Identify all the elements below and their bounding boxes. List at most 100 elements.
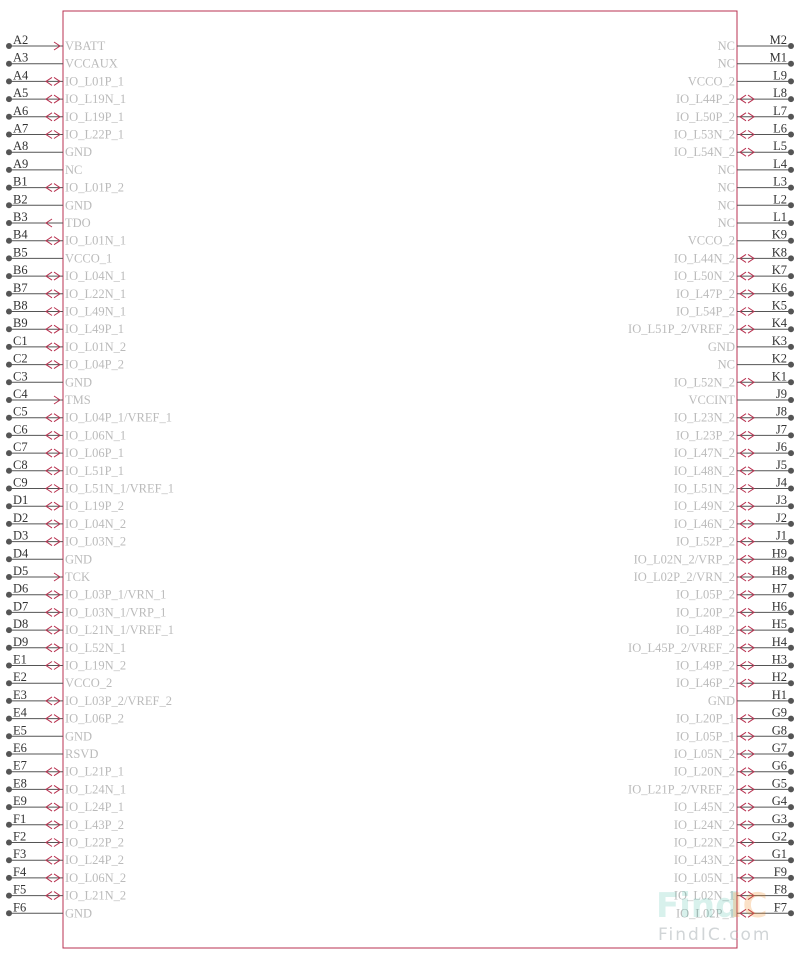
pin-name: IO_L04P_2: [65, 358, 124, 372]
pin-number: D5: [13, 564, 28, 578]
pin-J8: J8 IO_L23N_2: [674, 405, 794, 425]
pin-endpoint-dot: [788, 450, 794, 457]
pin-number: J3: [776, 493, 787, 507]
pin-E6: E6 RSVD: [6, 741, 98, 761]
pin-endpoint-dot: [6, 467, 12, 474]
pin-name: IO_L23P_2: [676, 428, 735, 442]
pin-A3: A3 VCCAUX: [6, 51, 118, 71]
pin-D9: D9 IO_L52N_1: [6, 635, 126, 655]
pin-name: IO_L20N_2: [674, 765, 735, 779]
pin-endpoint-dot: [788, 273, 794, 280]
pin-name: IO_L23N_2: [674, 411, 735, 425]
pin-name: IO_L01P_1: [65, 74, 124, 88]
pin-endpoint-dot: [788, 697, 794, 704]
pin-G3: G3 IO_L24N_2: [674, 812, 794, 832]
pin-endpoint-dot: [6, 697, 12, 704]
pin-name: GND: [65, 552, 92, 566]
pin-endpoint-dot: [6, 538, 12, 545]
pin-name: IO_L02N_1: [674, 889, 735, 903]
pin-H6: H6 IO_L20P_2: [676, 599, 794, 619]
pin-number: L3: [773, 175, 787, 189]
bidirectional-arrow-icon: [739, 891, 755, 901]
pin-number: K1: [772, 369, 787, 383]
bidirectional-arrow-icon: [739, 873, 755, 883]
bidirectional-arrow-icon: [45, 183, 61, 193]
pin-B3: B3 TDO: [6, 210, 91, 230]
pin-number: A7: [13, 122, 28, 136]
pin-number: C6: [13, 422, 28, 436]
pin-K9: K9 VCCO_2: [688, 228, 794, 248]
bidirectional-arrow-icon: [739, 838, 755, 847]
pin-number: B7: [13, 281, 28, 295]
pin-H7: H7 IO_L05P_2: [676, 582, 794, 602]
pin-D5: D5 TCK: [6, 564, 90, 584]
pin-number: L6: [773, 122, 787, 136]
pin-G7: G7 IO_L05N_2: [674, 741, 794, 761]
pin-number: E1: [13, 653, 27, 667]
pin-K7: K7 IO_L50N_2: [674, 263, 794, 283]
pin-endpoint-dot: [6, 326, 12, 333]
pin-number: C5: [13, 405, 28, 419]
pin-D3: D3 IO_L03N_2: [6, 529, 126, 549]
pin-number: M2: [770, 33, 787, 47]
pin-C3: C3 GND: [6, 369, 92, 389]
pin-number: G3: [772, 812, 787, 826]
bidirectional-arrow-icon: [45, 324, 61, 334]
pin-endpoint-dot: [788, 733, 794, 740]
bidirectional-arrow-icon: [45, 360, 61, 370]
pin-endpoint-dot: [788, 910, 794, 917]
pin-name: GND: [65, 906, 92, 920]
pin-number: G7: [772, 741, 787, 755]
pin-name: RSVD: [65, 747, 98, 761]
left-pin-column: A2 VBATT A3 VCCAUX A4 IO_L01P_1 A5 IO_L19N_1 A6 I…: [6, 33, 174, 920]
pin-K3: K3 GND: [708, 334, 794, 354]
pin-endpoint-dot: [6, 149, 12, 156]
pin-endpoint-dot: [788, 503, 794, 510]
pin-endpoint-dot: [788, 839, 794, 846]
pin-endpoint-dot: [788, 432, 794, 439]
pin-D6: D6 IO_L03P_1/VRN_1: [6, 582, 166, 602]
pin-name: IO_L21N_2: [65, 889, 126, 903]
pin-endpoint-dot: [788, 414, 794, 421]
pin-endpoint-dot: [788, 804, 794, 811]
findic-watermark: Find IC FindIC.com: [656, 886, 769, 945]
pin-B5: B5 VCCO_1: [6, 245, 112, 265]
bidirectional-arrow-icon: [45, 873, 61, 883]
pin-endpoint-dot: [6, 609, 12, 616]
bidirectional-arrow-icon: [739, 784, 755, 794]
pin-number: E2: [13, 670, 27, 684]
pin-endpoint-dot: [788, 78, 794, 85]
pin-D7: D7 IO_L03N_1/VRP_1: [6, 599, 166, 619]
pin-number: J2: [776, 511, 787, 525]
pin-name: IO_L51P_2/VREF_2: [628, 322, 735, 336]
pin-number: L1: [773, 210, 787, 224]
pin-B1: B1 IO_L01P_2: [6, 175, 124, 195]
bidirectional-arrow-icon: [45, 466, 61, 476]
pin-name: IO_L19P_1: [65, 110, 124, 124]
pin-name: IO_L03N_2: [65, 535, 126, 549]
pin-endpoint-dot: [788, 892, 794, 899]
pin-M2: M2 NC: [718, 33, 794, 53]
bidirectional-arrow-icon: [739, 643, 755, 653]
bidirectional-arrow-icon: [739, 112, 755, 122]
bidirectional-arrow-icon: [45, 643, 61, 653]
pin-endpoint-dot: [6, 715, 12, 722]
pin-number: K2: [772, 352, 787, 366]
pin-number: K3: [772, 334, 787, 348]
pin-C6: C6 IO_L06N_1: [6, 422, 126, 442]
pin-H1: H1 GND: [708, 688, 794, 708]
pin-G2: G2 IO_L22N_2: [674, 830, 794, 850]
pin-name: IO_L03P_1/VRN_1: [65, 588, 166, 602]
pin-E4: E4 IO_L06P_2: [6, 706, 124, 726]
bidirectional-arrow-icon: [45, 519, 61, 529]
pin-A7: A7 IO_L22P_1: [6, 122, 124, 142]
pin-number: B9: [13, 316, 28, 330]
pin-name: IO_L21P_2/VREF_2: [628, 782, 735, 796]
bidirectional-arrow-icon: [739, 253, 755, 263]
pin-endpoint-dot: [788, 538, 794, 545]
pin-name: TMS: [65, 393, 91, 407]
pin-endpoint-dot: [788, 60, 794, 67]
pin-J3: J3 IO_L49N_2: [674, 493, 794, 513]
input-arrow-icon: [53, 572, 61, 582]
input-arrow-icon: [53, 41, 61, 51]
